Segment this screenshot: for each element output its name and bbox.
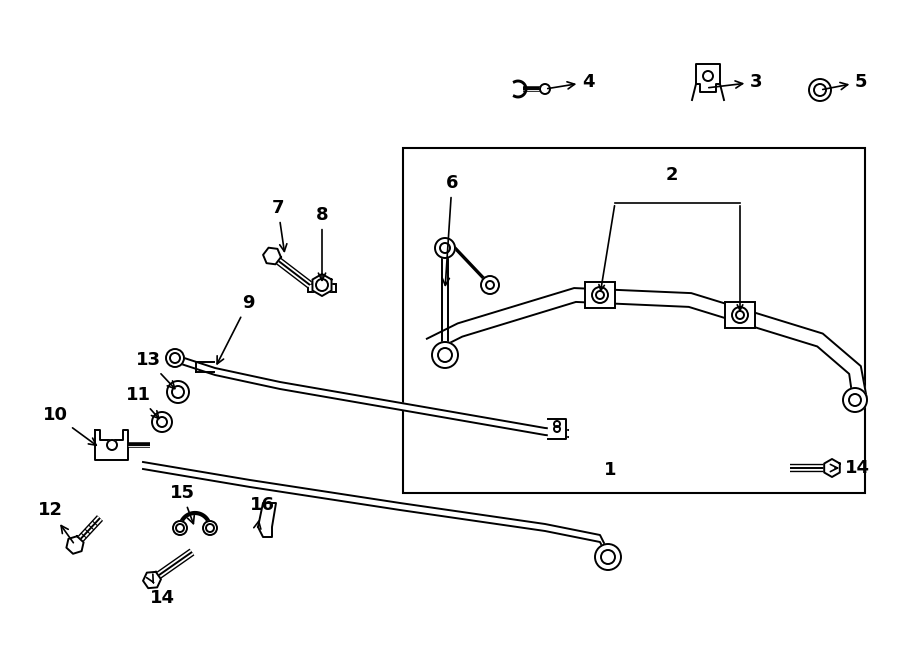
Circle shape [540, 84, 550, 94]
Circle shape [486, 281, 494, 289]
Circle shape [157, 417, 167, 427]
Circle shape [595, 544, 621, 570]
Text: 7: 7 [272, 199, 287, 251]
Circle shape [206, 524, 214, 532]
Polygon shape [548, 419, 566, 439]
Circle shape [432, 342, 458, 368]
Circle shape [173, 521, 187, 535]
Circle shape [809, 79, 831, 101]
Circle shape [172, 386, 184, 398]
Circle shape [703, 71, 713, 81]
Circle shape [601, 550, 615, 564]
Circle shape [203, 521, 217, 535]
Bar [403, 148, 865, 493]
Circle shape [736, 311, 744, 319]
Text: 11: 11 [125, 386, 159, 418]
Circle shape [170, 353, 180, 363]
Text: 9: 9 [217, 294, 254, 364]
Text: 5: 5 [823, 73, 868, 91]
Bar [308, 284, 336, 292]
Text: 2: 2 [666, 166, 679, 184]
Text: 4: 4 [548, 73, 595, 91]
Polygon shape [824, 459, 840, 477]
Polygon shape [263, 248, 281, 264]
Polygon shape [67, 536, 84, 554]
Text: 6: 6 [442, 174, 458, 286]
Bar [725, 302, 755, 328]
Circle shape [592, 287, 608, 303]
Polygon shape [696, 64, 720, 92]
Text: 1: 1 [604, 461, 617, 479]
Polygon shape [143, 462, 610, 562]
Polygon shape [95, 430, 128, 460]
Circle shape [481, 276, 499, 294]
Circle shape [167, 381, 189, 403]
Polygon shape [143, 572, 161, 588]
Text: 14: 14 [831, 459, 870, 477]
Circle shape [814, 84, 826, 96]
Circle shape [843, 388, 867, 412]
Polygon shape [427, 288, 867, 401]
Circle shape [732, 307, 748, 323]
Circle shape [316, 279, 328, 291]
Text: 13: 13 [136, 351, 175, 389]
Circle shape [596, 291, 604, 299]
Text: 15: 15 [169, 484, 194, 524]
Text: 8: 8 [316, 206, 328, 280]
Circle shape [435, 238, 455, 258]
Circle shape [152, 412, 172, 432]
Circle shape [849, 394, 861, 406]
Polygon shape [258, 503, 276, 537]
Text: 14: 14 [147, 574, 175, 607]
Bar [585, 282, 615, 308]
Text: 16: 16 [249, 496, 274, 529]
Polygon shape [442, 258, 448, 342]
Polygon shape [175, 355, 568, 437]
Polygon shape [312, 274, 331, 296]
Text: 10: 10 [42, 406, 96, 446]
Text: 12: 12 [38, 501, 74, 543]
Circle shape [176, 524, 184, 532]
Circle shape [166, 349, 184, 367]
Circle shape [438, 348, 452, 362]
Circle shape [107, 440, 117, 450]
Circle shape [440, 243, 450, 253]
Text: 3: 3 [709, 73, 762, 91]
